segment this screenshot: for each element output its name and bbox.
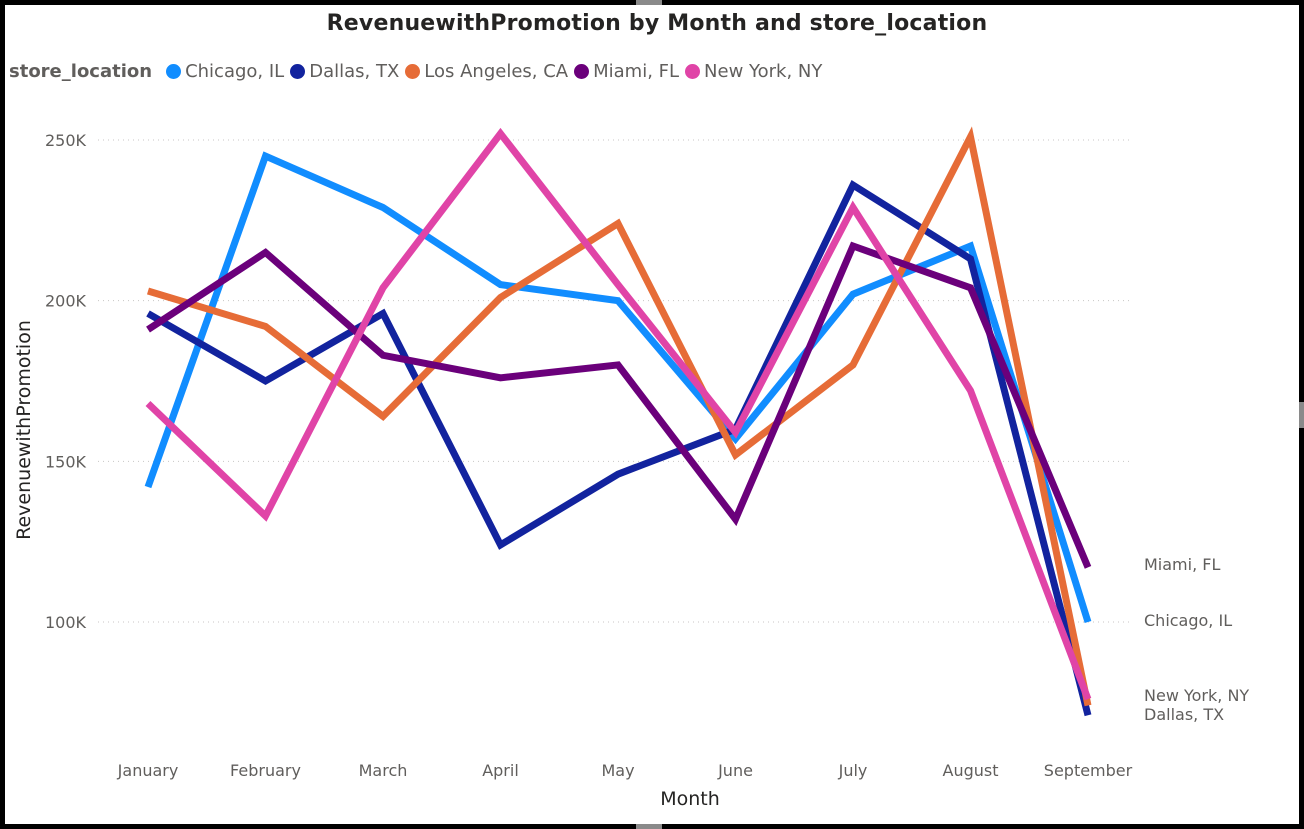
end-label-dallas-tx: Dallas, TX [1144,705,1224,724]
series-line-miami-fl[interactable] [146,241,1092,569]
x-tick-label: May [601,761,634,780]
chart-title: RevenuewithPromotion by Month and store_… [326,11,988,36]
y-tick-label: 150K [45,452,87,471]
legend-item-dallas-tx[interactable]: Dallas, TX [290,61,399,82]
y-axis-title: RevenuewithPromotion [13,320,35,540]
x-tick-label: March [359,761,408,780]
series-line-chicago-il[interactable] [144,151,1092,624]
legend-marker-icon [685,63,701,79]
legend-item-los-angeles-ca[interactable]: Los Angeles, CA [405,61,568,82]
legend-marker-icon [290,63,306,79]
series-line-new-york-ny[interactable] [145,127,1092,701]
end-label-chicago-il: Chicago, IL [1144,611,1232,630]
legend-title: store_location [9,60,153,82]
resize-handle-top[interactable] [636,0,662,5]
legend-marker-icon [574,63,590,79]
legend-item-new-york-ny[interactable]: New York, NY [685,61,822,82]
legend-marker-icon [166,63,182,79]
legend-label: Chicago, IL [185,60,285,82]
end-label-miami-fl: Miami, FL [1144,555,1220,574]
legend-label: Miami, FL [593,60,680,82]
resize-handle-bottom[interactable] [636,824,662,829]
x-tick-label: April [482,761,519,780]
legend-label: Dallas, TX [309,60,400,82]
y-tick-label: 100K [45,613,87,632]
y-tick-label: 200K [45,292,87,311]
legend: store_location Chicago, IL Dallas, TX Los … [9,59,828,83]
x-axis-title: Month [660,788,720,810]
legend-marker-icon [405,63,421,79]
y-tick-label: 250K [45,131,87,150]
x-tick-label: June [717,761,753,780]
series-line-dallas-tx[interactable] [146,179,1092,717]
legend-item-chicago-il[interactable]: Chicago, IL [166,61,284,82]
resize-handle-right[interactable] [1299,402,1304,428]
x-tick-label: July [838,761,868,780]
x-tick-label: September [1044,761,1133,780]
end-label-new-york-ny: New York, NY [1144,686,1249,705]
x-tick-label: February [230,761,301,780]
x-tick-label: August [943,761,999,780]
legend-item-miami-fl[interactable]: Miami, FL [574,61,679,82]
legend-label: Los Angeles, CA [424,60,569,82]
x-tick-label: January [117,761,179,780]
series-line-los-angeles-ca[interactable] [146,126,1092,707]
legend-label: New York, NY [704,60,823,82]
